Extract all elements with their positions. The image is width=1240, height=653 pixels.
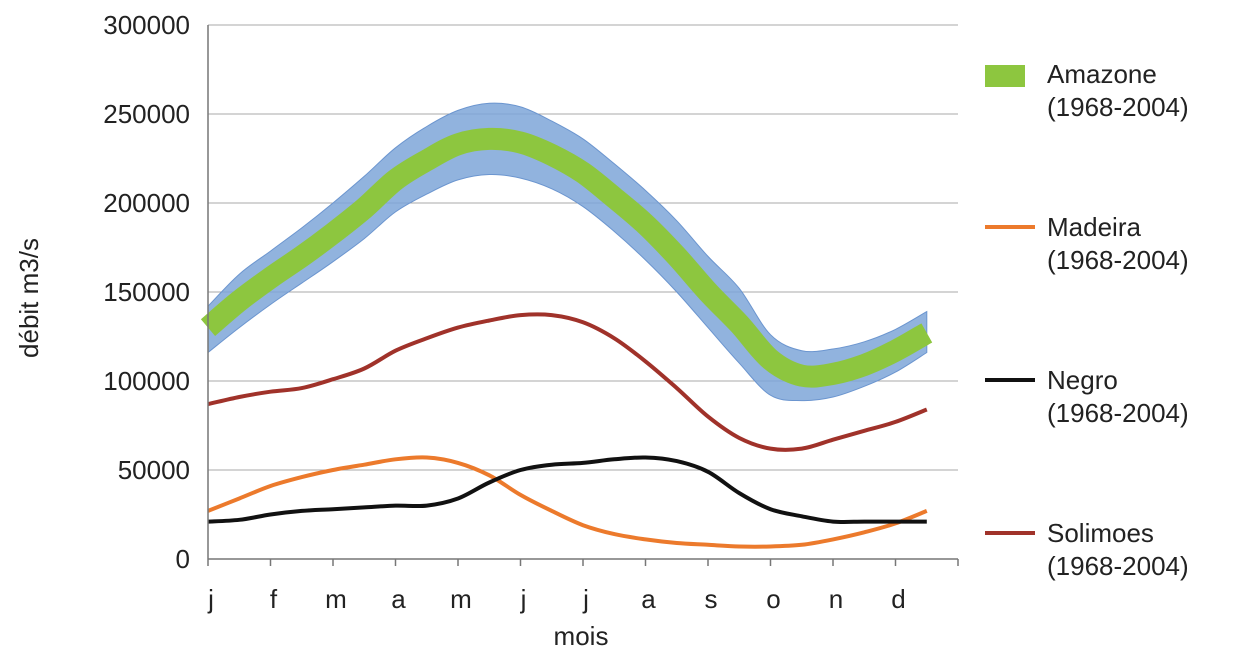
y-tick-label: 50000 — [118, 455, 190, 485]
x-tick-label: s — [705, 584, 718, 614]
x-tick-label: a — [391, 584, 406, 614]
legend-label-amazone: Amazone — [1047, 59, 1157, 89]
x-tick-label: f — [270, 584, 278, 614]
legend-item-negro: Negro (1968-2004) — [985, 364, 1235, 434]
legend-period-madeira: (1968-2004) — [1047, 245, 1189, 275]
x-tick-label: n — [829, 584, 843, 614]
y-axis-title: débit m3/s — [14, 238, 44, 358]
legend-label-solimoes: Solimoes — [1047, 518, 1154, 548]
x-tick-label: a — [641, 584, 656, 614]
legend-swatch-solimoes — [985, 531, 1035, 535]
legend-period-solimoes: (1968-2004) — [1047, 551, 1189, 581]
series-lines — [200, 127, 933, 549]
y-tick-label: 200000 — [103, 188, 190, 218]
series-line-amazone — [200, 127, 933, 388]
legend-swatch-madeira — [985, 225, 1035, 229]
legend-period-amazone: (1968-2004) — [1047, 92, 1189, 122]
series-line-negro — [207, 455, 927, 524]
legend-swatch-amazone — [985, 65, 1025, 87]
x-tick-label: j — [207, 584, 214, 614]
legend-label-madeira: Madeira — [1047, 212, 1141, 242]
x-tick-label: j — [582, 584, 589, 614]
x-tick-label: d — [891, 584, 905, 614]
y-tick-label: 0 — [176, 544, 190, 574]
legend-period-negro: (1968-2004) — [1047, 398, 1189, 428]
y-tick-label: 300000 — [103, 10, 190, 40]
series-line-solimoes — [207, 312, 928, 452]
legend-item-madeira: Madeira (1968-2004) — [985, 211, 1235, 281]
legend-label-negro: Negro — [1047, 365, 1118, 395]
legend-item-solimoes: Solimoes (1968-2004) — [985, 517, 1235, 587]
y-tick-label: 250000 — [103, 99, 190, 129]
x-axis-title: mois — [554, 621, 609, 651]
x-tick-label: j — [520, 584, 527, 614]
x-tick-label: m — [450, 584, 472, 614]
series-line-madeira — [207, 455, 928, 549]
x-tick-label: m — [325, 584, 347, 614]
y-tick-label: 150000 — [103, 277, 190, 307]
x-tick-label: o — [766, 584, 780, 614]
axes: 0 50000 100000 150000 200000 250000 300000 j f m a… — [103, 10, 959, 614]
legend-item-amazone: Amazone (1968-2004) — [985, 58, 1235, 128]
legend-swatch-negro — [985, 378, 1035, 382]
y-tick-label: 100000 — [103, 366, 190, 396]
